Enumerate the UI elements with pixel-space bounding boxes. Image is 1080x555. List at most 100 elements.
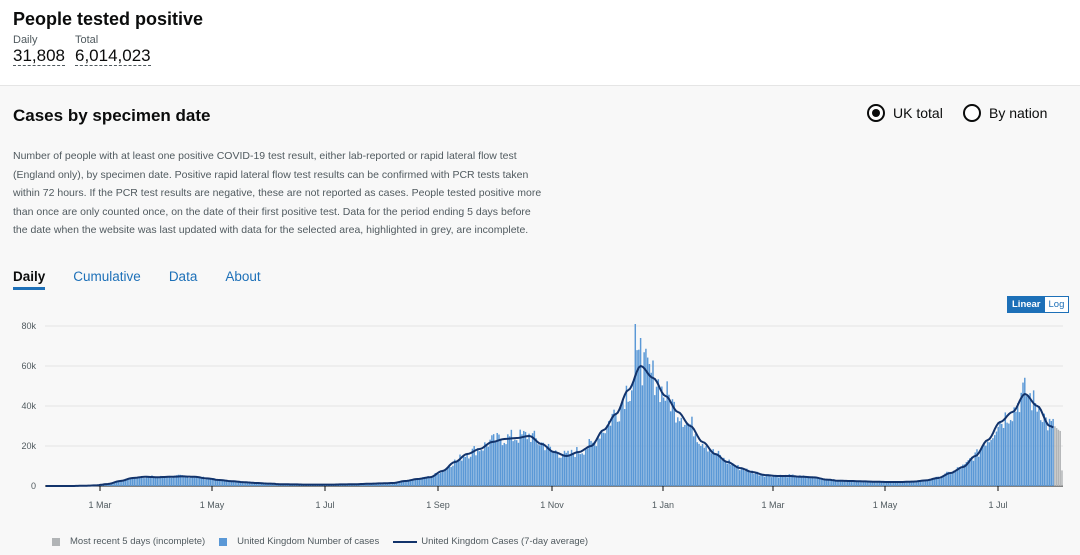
case-bar bbox=[1013, 407, 1015, 486]
case-bar bbox=[384, 483, 387, 486]
case-bar bbox=[864, 481, 867, 486]
case-bar bbox=[845, 480, 847, 486]
case-bar bbox=[979, 449, 982, 486]
case-bar bbox=[788, 474, 791, 486]
scale-linear-button[interactable]: Linear bbox=[1008, 297, 1045, 312]
case-bar bbox=[806, 477, 808, 486]
case-bar bbox=[246, 482, 249, 486]
panel-title: Cases by specimen date bbox=[13, 106, 211, 125]
case-bar bbox=[399, 482, 401, 486]
x-tick-label: 1 Mar bbox=[761, 500, 784, 510]
case-bar bbox=[776, 475, 778, 486]
case-bar bbox=[958, 467, 961, 486]
case-bar bbox=[473, 446, 475, 486]
case-bar bbox=[1052, 418, 1054, 486]
case-bar bbox=[535, 438, 537, 486]
case-bar bbox=[714, 453, 716, 486]
case-bar bbox=[859, 480, 861, 486]
case-bar bbox=[478, 451, 481, 486]
scale-log-button[interactable]: Log bbox=[1044, 297, 1069, 312]
radio-uk-total[interactable]: UK total bbox=[867, 104, 943, 122]
case-bar bbox=[386, 483, 389, 486]
case-bar bbox=[677, 417, 679, 486]
case-bar bbox=[161, 477, 164, 486]
case-bar bbox=[1032, 390, 1035, 486]
case-bar bbox=[234, 481, 236, 486]
case-bar bbox=[854, 481, 856, 486]
case-bar bbox=[884, 482, 886, 486]
daily-value[interactable]: 31,808 bbox=[13, 46, 65, 66]
case-bar bbox=[682, 426, 684, 486]
case-bar bbox=[112, 483, 114, 486]
case-bar bbox=[811, 476, 814, 486]
case-bar bbox=[772, 475, 775, 486]
case-bar bbox=[921, 481, 923, 486]
case-bar bbox=[1011, 421, 1014, 486]
case-bar bbox=[847, 481, 849, 486]
x-tick-label: 1 May bbox=[873, 500, 898, 510]
case-bar bbox=[592, 442, 594, 486]
case-bar bbox=[485, 444, 488, 486]
case-bar bbox=[239, 482, 242, 486]
legend-average: United Kingdom Cases (7-day average) bbox=[393, 536, 588, 547]
case-bar bbox=[935, 476, 937, 486]
case-bar bbox=[197, 476, 199, 486]
case-bar bbox=[1029, 393, 1031, 486]
scale-toggle: Linear Log bbox=[1007, 296, 1070, 313]
case-bar bbox=[448, 466, 451, 486]
x-tick-label: 1 Sep bbox=[426, 500, 450, 510]
case-bar bbox=[427, 476, 429, 486]
case-bar bbox=[388, 483, 390, 486]
case-bar bbox=[214, 479, 217, 486]
case-bar bbox=[579, 454, 582, 486]
incomplete-bar bbox=[1054, 426, 1056, 486]
radio-by-nation[interactable]: By nation bbox=[963, 104, 1047, 122]
case-bar bbox=[147, 476, 150, 486]
case-bar bbox=[567, 450, 569, 486]
tab-about[interactable]: About bbox=[225, 269, 261, 284]
case-bar bbox=[390, 482, 392, 486]
case-bar bbox=[276, 484, 279, 486]
radio-unselected-icon bbox=[963, 104, 981, 122]
case-bar bbox=[924, 480, 927, 486]
case-bar bbox=[815, 477, 817, 486]
tab-cumulative[interactable]: Cumulative bbox=[73, 269, 141, 284]
case-bar bbox=[818, 477, 821, 486]
headline-title: People tested positive bbox=[13, 9, 204, 29]
case-bar bbox=[834, 480, 837, 486]
legend-average-swatch bbox=[393, 540, 418, 543]
case-bar bbox=[889, 481, 891, 486]
case-bar bbox=[669, 411, 672, 486]
tab-daily[interactable]: Daily bbox=[13, 269, 46, 290]
case-bar bbox=[484, 442, 486, 486]
headline-card: People tested positive Daily 31,808 Tota… bbox=[0, 0, 1080, 85]
case-bar bbox=[747, 469, 750, 486]
case-bar bbox=[1001, 423, 1003, 486]
case-bar bbox=[515, 440, 518, 486]
case-bar bbox=[489, 439, 491, 486]
case-bar bbox=[767, 474, 769, 486]
case-bar bbox=[1020, 392, 1022, 486]
case-bar bbox=[443, 471, 445, 486]
total-value[interactable]: 6,014,023 bbox=[75, 46, 151, 66]
case-bar bbox=[1038, 406, 1040, 486]
case-bar bbox=[415, 478, 417, 486]
case-bar bbox=[494, 442, 497, 486]
case-bar bbox=[514, 439, 516, 486]
case-bar bbox=[172, 477, 174, 486]
case-bar bbox=[703, 447, 706, 486]
case-bar bbox=[680, 417, 683, 486]
average-line bbox=[45, 364, 1054, 487]
case-bar bbox=[392, 482, 394, 486]
incomplete-bar bbox=[1057, 429, 1060, 486]
case-bar bbox=[590, 440, 592, 486]
tab-data[interactable]: Data bbox=[168, 269, 198, 284]
case-bar bbox=[457, 459, 459, 486]
case-bar bbox=[416, 479, 419, 486]
case-bar bbox=[758, 475, 760, 486]
case-bar bbox=[379, 483, 382, 486]
case-bar bbox=[878, 482, 881, 486]
case-bar bbox=[549, 446, 552, 486]
case-bar bbox=[255, 483, 258, 486]
case-bar bbox=[648, 363, 651, 486]
